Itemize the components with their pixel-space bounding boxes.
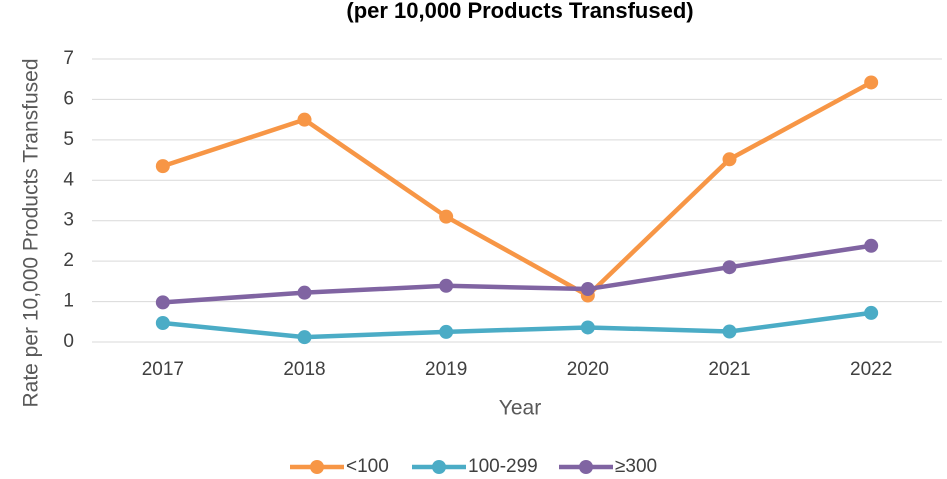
y-tick-label: 2 xyxy=(63,250,74,271)
marker xyxy=(722,260,737,275)
chart-title: (per 10,000 Products Transfused) xyxy=(346,0,693,23)
series-line xyxy=(162,80,873,298)
marker xyxy=(155,159,170,174)
series-line xyxy=(162,310,872,340)
x-tick-label: 2019 xyxy=(425,359,467,380)
marker xyxy=(580,320,595,335)
legend-marker xyxy=(432,460,446,474)
marker xyxy=(439,324,454,339)
y-tick-label: 6 xyxy=(63,88,74,109)
marker xyxy=(864,305,879,320)
y-tick-label: 7 xyxy=(63,48,74,69)
y-tick-label: 0 xyxy=(63,331,74,352)
x-tick-label: 2020 xyxy=(567,359,609,380)
x-tick-label: 2022 xyxy=(850,359,892,380)
marker xyxy=(155,295,170,310)
marker xyxy=(864,238,879,253)
marker xyxy=(439,278,454,293)
legend-label: 100-299 xyxy=(468,456,538,477)
y-tick-label: 4 xyxy=(63,169,74,190)
marker xyxy=(439,209,454,224)
marker xyxy=(297,285,312,300)
series-line xyxy=(162,243,872,305)
x-tick-label: 2018 xyxy=(283,359,325,380)
legend-marker xyxy=(310,460,324,474)
legend-label: <100 xyxy=(346,456,389,477)
y-axis-label: Rate per 10,000 Products Transfused xyxy=(20,58,43,407)
y-tick-label: 5 xyxy=(63,129,74,150)
x-tick-label: 2021 xyxy=(708,359,750,380)
marker xyxy=(155,315,170,330)
marker xyxy=(580,282,595,297)
y-tick-label: 3 xyxy=(63,210,74,231)
marker xyxy=(297,330,312,345)
marker xyxy=(722,152,737,167)
marker xyxy=(722,324,737,339)
legend-marker xyxy=(579,460,593,474)
marker xyxy=(297,112,312,127)
y-tick-label: 1 xyxy=(63,291,74,312)
legend-label: ≥300 xyxy=(615,456,657,477)
marker xyxy=(864,75,879,90)
x-axis-label: Year xyxy=(499,397,541,420)
x-tick-label: 2017 xyxy=(142,359,184,380)
